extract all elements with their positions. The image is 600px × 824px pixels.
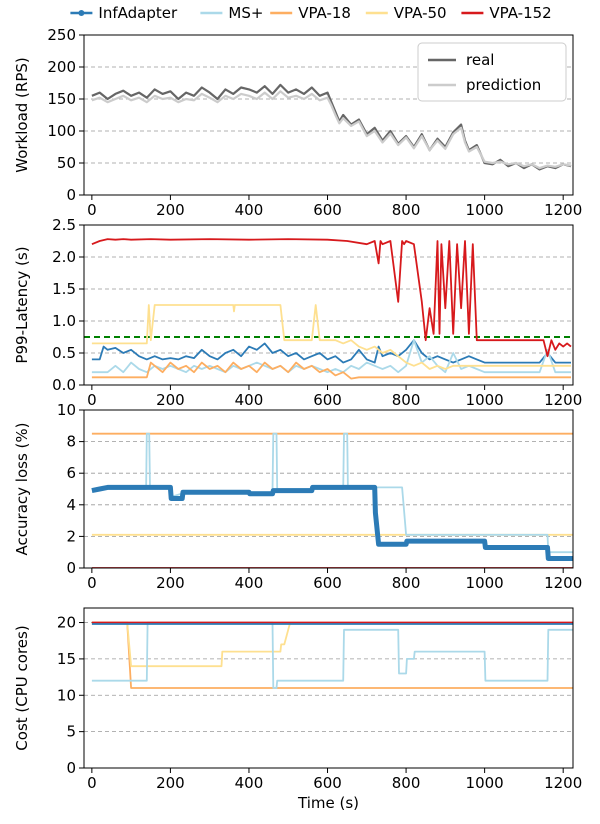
y-tick-label: 5 [66, 723, 76, 741]
y-tick-label: 4 [66, 496, 76, 514]
series-group [91, 621, 573, 689]
axes-frame [83, 409, 574, 569]
legend-label: VPA-50 [394, 4, 447, 22]
legend-entry-ms-: MS+ [200, 4, 263, 22]
series-line-vpa-50 [91, 304, 571, 370]
chart-panel-3: 0 2 4 6 8 10 0 200 400 600 800 1000 1200 Accuracy los… [13, 401, 582, 592]
x-tick-label: 1000 [466, 574, 504, 592]
x-tick-label: 1200 [544, 391, 582, 409]
chart-panel-1: 0 50 100 150 200 250 0 200 400 600 800 1000 1200 Work… [13, 26, 582, 219]
x-tick-label: 800 [392, 391, 421, 409]
series-group [91, 238, 572, 380]
y-tick-label: 1.0 [52, 312, 76, 330]
series-line-prediction [91, 90, 572, 170]
legend-entry-vpa-152: VPA-152 [461, 4, 552, 22]
axes-frame [83, 34, 574, 196]
panel-legend: real prediction [417, 42, 567, 102]
legend-entry-vpa-18: VPA-18 [270, 4, 351, 22]
y-tick-label: 50 [57, 154, 76, 172]
x-tick-label: 0 [87, 391, 97, 409]
x-tick-label: 1200 [544, 774, 582, 792]
x-tick-label: 1000 [466, 774, 504, 792]
legend-entry-vpa-50: VPA-50 [365, 4, 447, 22]
legend-label: VPA-18 [298, 4, 351, 22]
y-tick-label: 2 [66, 527, 76, 545]
x-tick-label: 400 [235, 391, 264, 409]
x-tick-label: 800 [392, 201, 421, 219]
x-tick-label: 600 [313, 774, 342, 792]
y-tick-label: 8 [66, 433, 76, 451]
series-group [91, 83, 572, 171]
panel-legend-label: real [466, 51, 494, 69]
series-line-vpa-152 [91, 238, 572, 358]
x-tick-label: 200 [156, 574, 185, 592]
series-line-vpa-18 [91, 361, 571, 380]
x-tick-label: 200 [156, 201, 185, 219]
legend-label: MS+ [228, 4, 263, 22]
y-tick-label: 10 [57, 401, 76, 419]
x-tick-label: 600 [313, 391, 342, 409]
y-tick-label: 0.0 [52, 376, 76, 394]
y-tick-label: 6 [66, 464, 76, 482]
series-line-infadapter [91, 339, 571, 364]
series-line-ms- [91, 621, 573, 689]
x-tick-label: 800 [392, 774, 421, 792]
axes-frame [83, 607, 574, 769]
x-tick-label: 400 [235, 574, 264, 592]
x-tick-label: 400 [235, 774, 264, 792]
x-tick-label: 1000 [466, 201, 504, 219]
panel-legend-box [417, 42, 567, 102]
y-tick-label: 1.5 [52, 280, 76, 298]
y-tick-label: 2.0 [52, 248, 76, 266]
series-group [91, 432, 573, 568]
legend-label: VPA-152 [489, 4, 551, 22]
series-line-ms- [91, 339, 571, 374]
y-tick-label: 20 [57, 614, 76, 632]
x-tick-label: 0 [87, 201, 97, 219]
x-tick-label: 600 [313, 201, 342, 219]
y-axis-label: Accuracy loss (%) [13, 423, 31, 556]
y-axis-label: P99-Latency (s) [13, 246, 31, 363]
x-tick-label: 600 [313, 574, 342, 592]
chart-panel-2: 0.0 0.5 1.0 1.5 2.0 2.5 0 200 400 600 800 1000 1200 P… [13, 216, 582, 409]
x-tick-label: 400 [235, 201, 264, 219]
x-tick-label: 200 [156, 391, 185, 409]
series-line-vpa-50 [91, 621, 292, 668]
y-tick-label: 15 [57, 650, 76, 668]
y-axis-label: Cost (CPU cores) [13, 625, 31, 750]
x-tick-label: 200 [156, 774, 185, 792]
x-tick-label: 1200 [544, 574, 582, 592]
y-tick-label: 0.5 [52, 344, 76, 362]
series-line-real [91, 83, 572, 171]
x-tick-label: 800 [392, 574, 421, 592]
top-legend: InfAdapter MS+ VPA-18 VPA-50 VPA-152 [70, 4, 552, 22]
y-tick-label: 100 [47, 122, 76, 140]
y-tick-label: 2.5 [52, 216, 76, 234]
legend-marker [78, 10, 85, 16]
y-tick-label: 200 [47, 58, 76, 76]
panel-legend-label: prediction [466, 76, 541, 94]
x-tick-label: 1200 [544, 201, 582, 219]
series-line-infadapter [91, 484, 573, 561]
legend-entry-infadapter: InfAdapter [70, 4, 178, 22]
y-tick-label: 250 [47, 26, 76, 44]
y-tick-label: 10 [57, 686, 76, 704]
y-tick-label: 0 [66, 186, 76, 204]
x-axis-label: Time (s) [297, 794, 359, 812]
grid [84, 622, 573, 769]
x-tick-label: 1000 [466, 391, 504, 409]
series-line-vpa-18 [91, 621, 573, 689]
y-tick-label: 150 [47, 90, 76, 108]
y-tick-label: 0 [66, 559, 76, 577]
axes-frame [83, 224, 574, 386]
x-tick-label: 0 [87, 574, 97, 592]
legend-label: InfAdapter [98, 4, 178, 22]
y-tick-label: 0 [66, 759, 76, 777]
y-axis-label: Workload (RPS) [13, 57, 31, 173]
x-tick-label: 0 [87, 774, 97, 792]
